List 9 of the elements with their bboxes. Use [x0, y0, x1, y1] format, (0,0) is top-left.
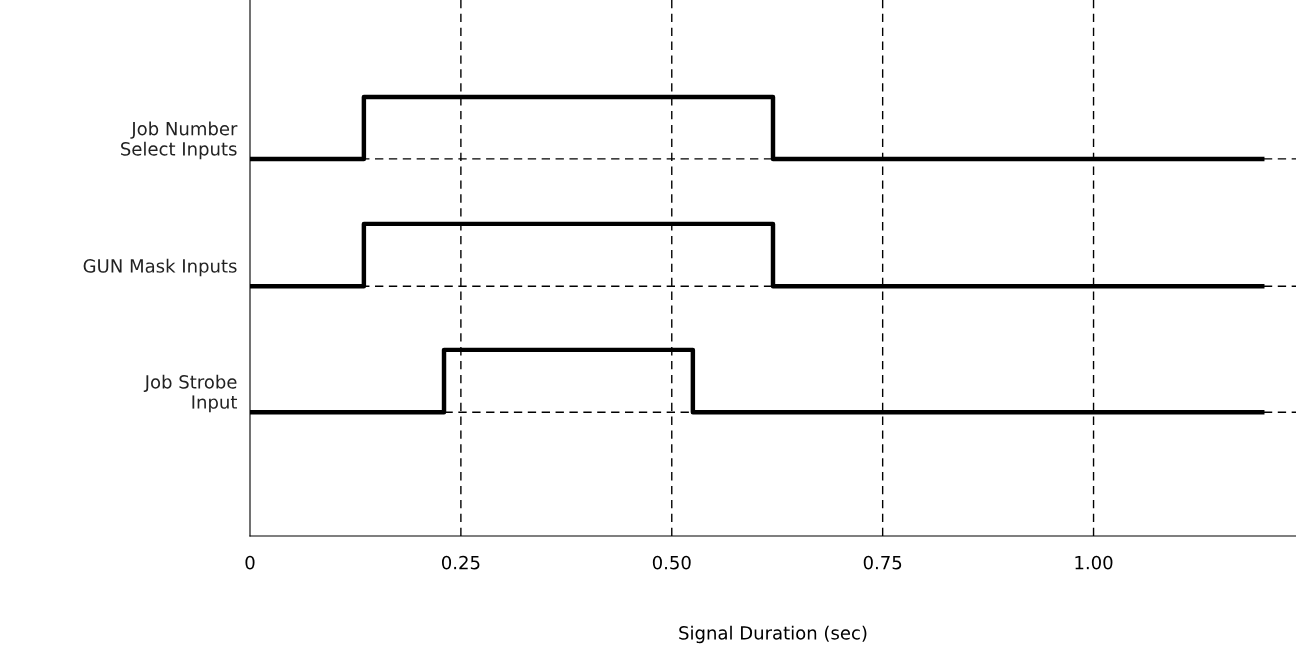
x-tick-label: 0.75 — [863, 555, 902, 570]
x-tick-label: 0.50 — [652, 555, 691, 570]
series-label: Job Strobe Input — [143, 374, 238, 413]
x-tick-label: 0.25 — [441, 555, 480, 570]
series-label: Job Number Select Inputs — [121, 121, 238, 160]
x-axis-title: Signal Duration (sec) — [679, 625, 867, 644]
series-label: GUN Mask Inputs — [83, 258, 237, 277]
x-tick-label: 0 — [245, 555, 255, 570]
x-tick-label: 1.00 — [1075, 555, 1113, 570]
